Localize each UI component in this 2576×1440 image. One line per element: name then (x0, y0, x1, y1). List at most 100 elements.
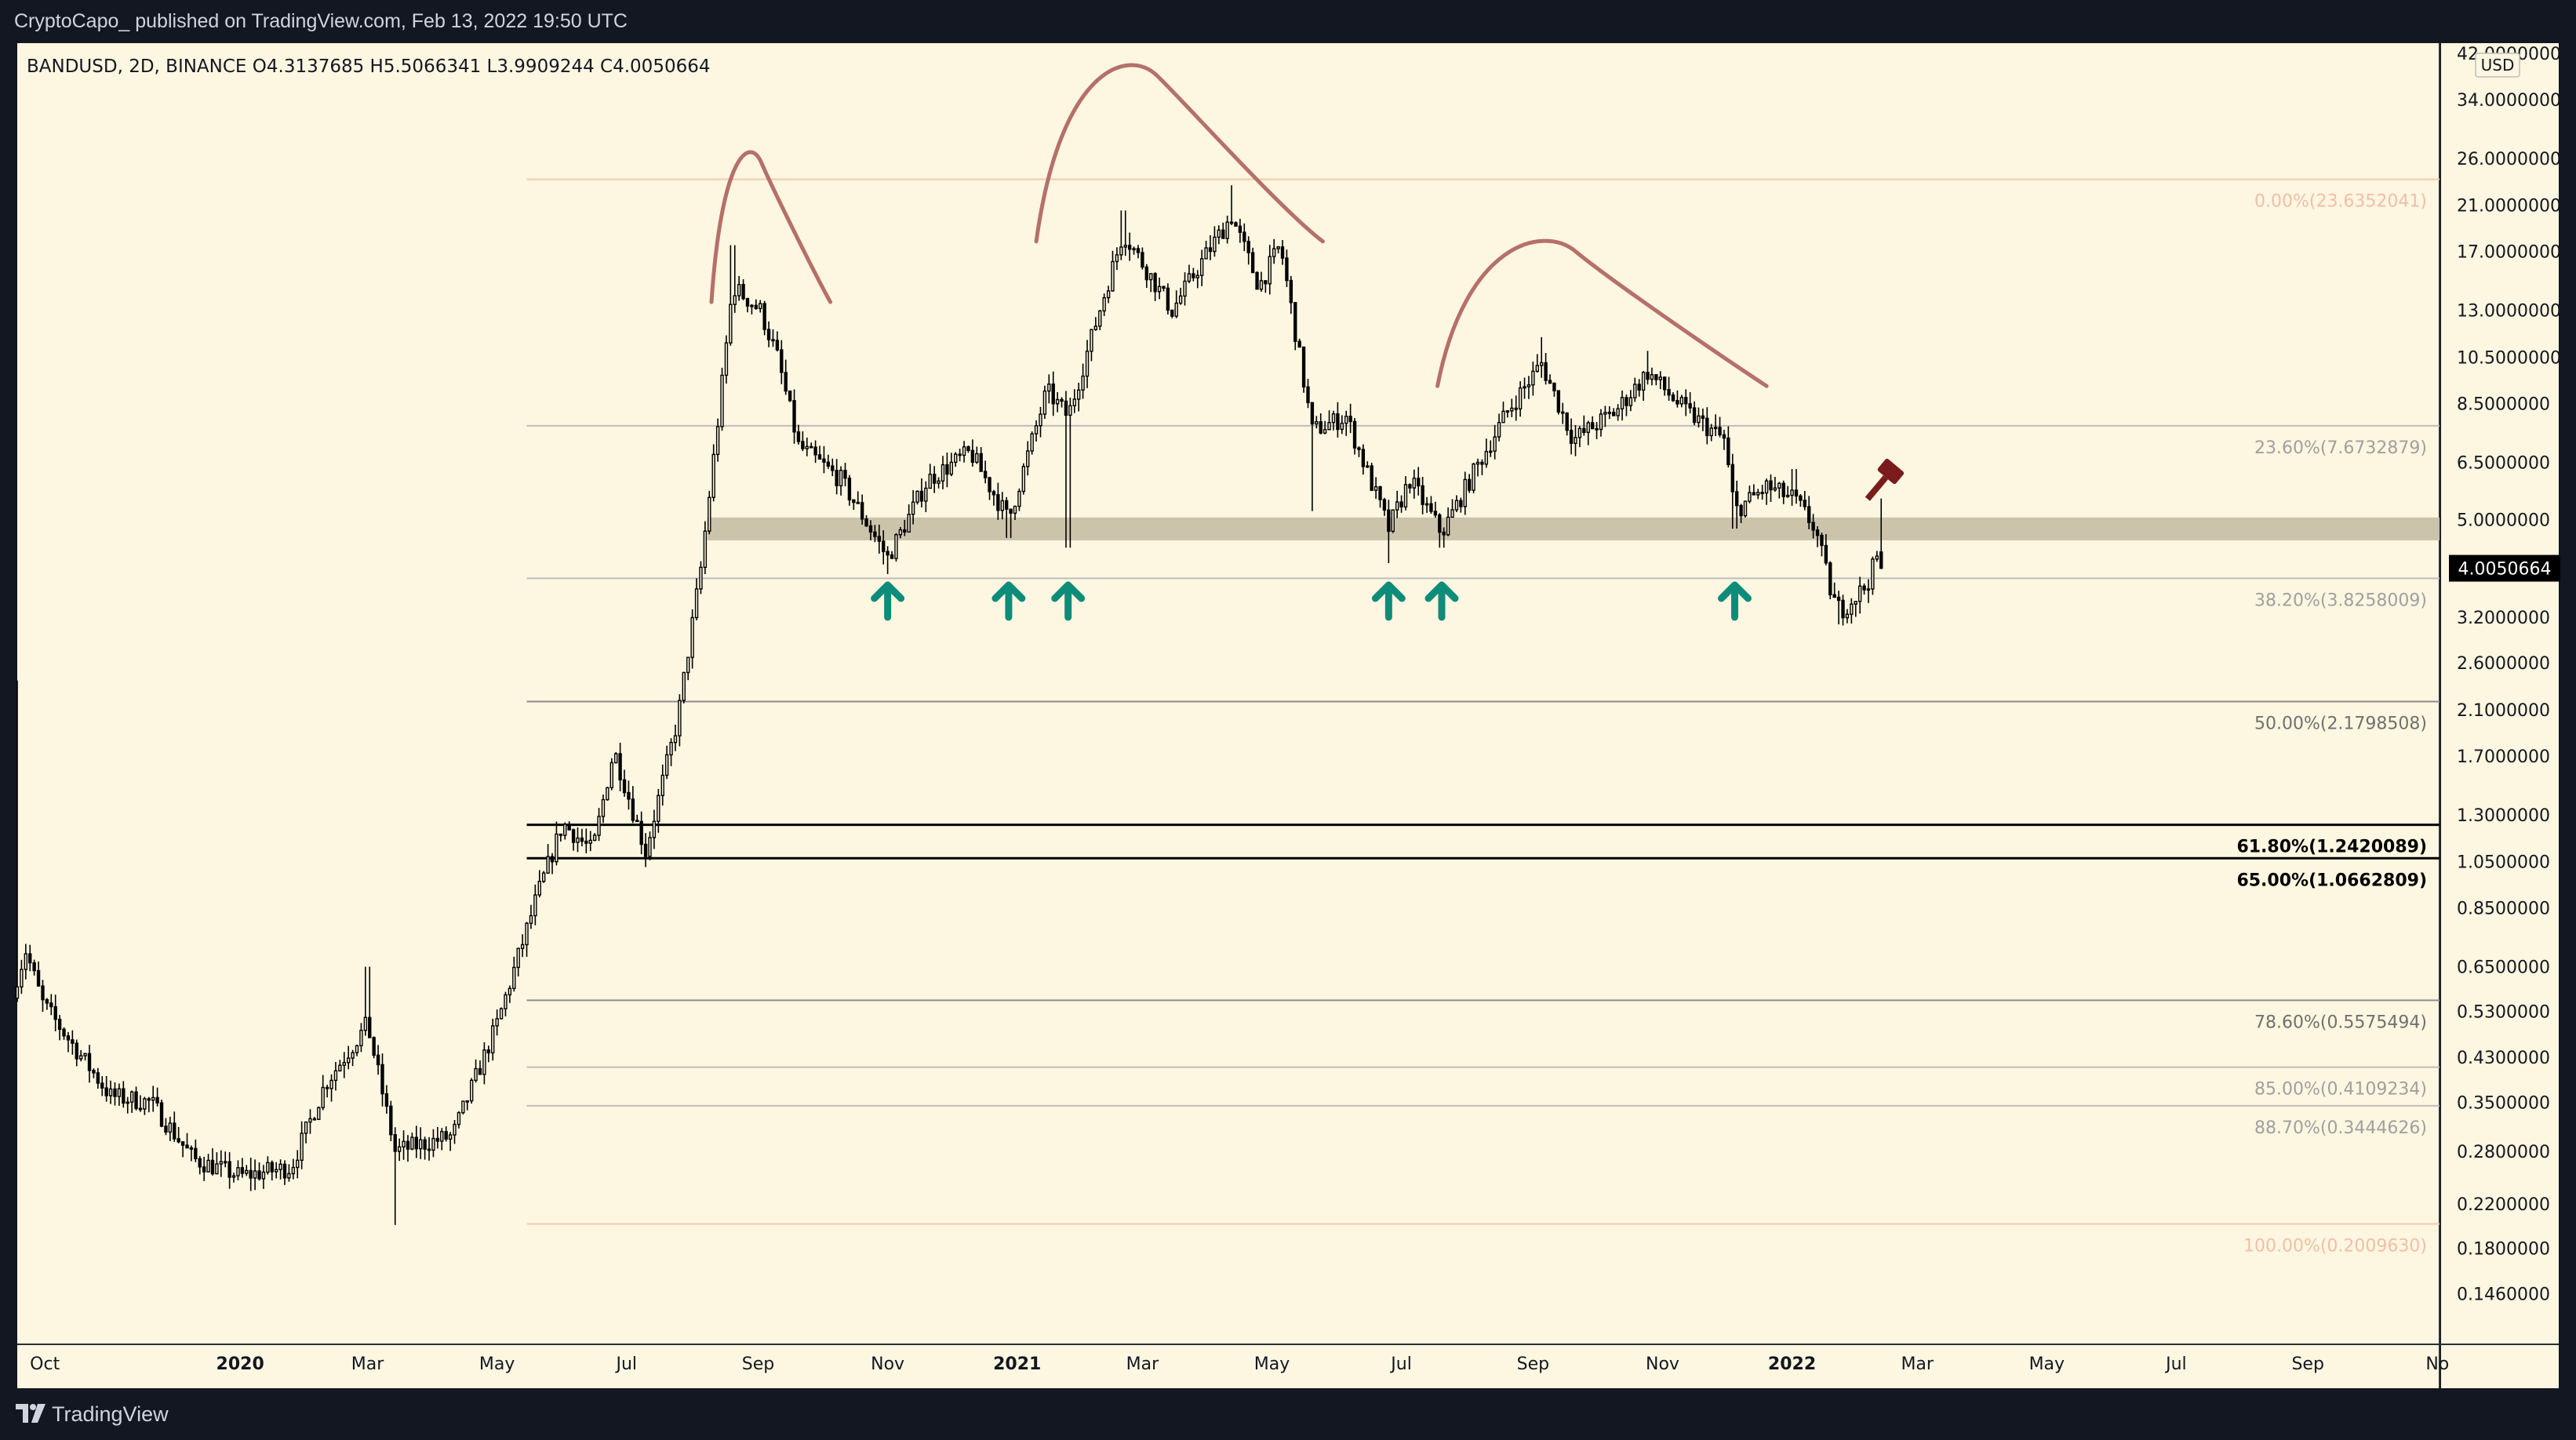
candle-body (1246, 241, 1250, 253)
candle-body (1574, 437, 1577, 444)
fib-level-label: 100.00%(0.2009630) (2243, 1236, 2427, 1256)
candle-body (215, 1163, 219, 1175)
candle-body (1803, 500, 1806, 507)
candle-body (991, 491, 996, 496)
candle-body (805, 445, 809, 449)
candle-body (1505, 410, 1510, 413)
candle-body (1387, 509, 1391, 533)
candle-body (1115, 254, 1119, 263)
candle-body (1102, 296, 1106, 312)
candle-body (1603, 412, 1607, 415)
candle-body (1293, 302, 1297, 342)
candle-body (771, 339, 775, 342)
candle-body (28, 953, 32, 964)
candle-body (1391, 509, 1395, 533)
candle-body (1734, 491, 1739, 507)
candle-body (240, 1167, 245, 1174)
price-tick-label: 2.6000000 (2457, 654, 2550, 674)
candle-body (1438, 514, 1442, 533)
candle-body (1272, 248, 1276, 257)
time-tick-label: 2022 (1768, 1355, 1816, 1374)
candle-body (1616, 408, 1620, 416)
candle-body (1565, 412, 1569, 431)
candle-body (1828, 562, 1832, 595)
price-tick-label: 8.5000000 (2457, 395, 2550, 414)
candle-body (453, 1123, 457, 1136)
candle-body (1781, 482, 1785, 497)
candle-body (873, 531, 877, 537)
candle-body (321, 1086, 325, 1108)
candle-body (1671, 394, 1675, 402)
candle-body (1726, 437, 1730, 466)
candle-body (737, 284, 741, 296)
price-tick-label: 5.0000000 (2457, 511, 2550, 531)
candle-body (1183, 280, 1187, 297)
candle-body (831, 465, 835, 471)
candle-body (1646, 372, 1650, 380)
candle-body (1119, 246, 1123, 256)
candle-body (249, 1169, 253, 1179)
candle-body (282, 1163, 287, 1179)
candle-body (1055, 398, 1060, 405)
arrow-up-icon (1371, 581, 1406, 621)
fib-level-label: 85.00%(0.4109234) (2254, 1080, 2427, 1100)
candle-body (1144, 266, 1148, 281)
price-tick-label: 34.0000000 (2457, 91, 2561, 111)
candle-body (1348, 416, 1352, 423)
candle-body (1777, 482, 1781, 489)
candle-body (690, 616, 694, 658)
candle-body (45, 998, 49, 1004)
candle-body (435, 1137, 440, 1142)
candle-body (975, 453, 979, 464)
candle-body (147, 1098, 151, 1101)
candle-body (1820, 534, 1824, 547)
candle-body (864, 518, 868, 527)
candle-body (1264, 280, 1268, 285)
candle-body (520, 944, 525, 949)
candle-body (1000, 500, 1004, 511)
candle-body (287, 1173, 291, 1179)
candle-body (601, 798, 606, 817)
candle-body (592, 835, 597, 842)
candle-body (1039, 413, 1042, 427)
candle-body (1526, 384, 1531, 387)
candle-body (788, 390, 792, 402)
price-tick-label: 17.0000000 (2457, 243, 2561, 263)
candle-body (1705, 417, 1709, 437)
candle-body (673, 735, 678, 744)
candle-body (266, 1162, 270, 1173)
candle-body (113, 1088, 117, 1097)
candle-body (648, 837, 652, 857)
candle-body (1243, 231, 1246, 242)
candle-body (639, 820, 643, 845)
fib-level-label: 23.60%(7.6732879) (2254, 438, 2427, 458)
price-tick-label: 0.5300000 (2457, 1003, 2550, 1023)
candle-body (1026, 450, 1030, 467)
candle-body (194, 1147, 198, 1160)
candle-body (1068, 405, 1072, 416)
candle-body (1399, 501, 1403, 507)
candle-body (296, 1159, 300, 1169)
candle-body (1607, 411, 1611, 414)
gavel-icon (1865, 458, 1905, 501)
candle-body (678, 700, 682, 736)
candle-body (380, 1064, 384, 1095)
candle-body (1327, 421, 1331, 431)
candle-body (126, 1101, 129, 1104)
candle-body (1454, 500, 1459, 511)
candle-body (79, 1055, 83, 1060)
time-tick-label: Sep (2291, 1355, 2323, 1374)
candle-body (1756, 492, 1760, 496)
candle-body (143, 1098, 147, 1110)
candle-body (546, 856, 550, 874)
candle-body (1552, 382, 1556, 391)
candle-body (580, 837, 584, 842)
candle-body (839, 469, 843, 487)
candle-body (1336, 413, 1340, 431)
tradingview-brand[interactable]: TradingView (52, 1402, 169, 1426)
candle-body (100, 1082, 104, 1089)
candle-body (1421, 485, 1424, 505)
candle-body (1301, 346, 1306, 388)
candle-body (1599, 413, 1603, 431)
candle-body (622, 779, 627, 794)
